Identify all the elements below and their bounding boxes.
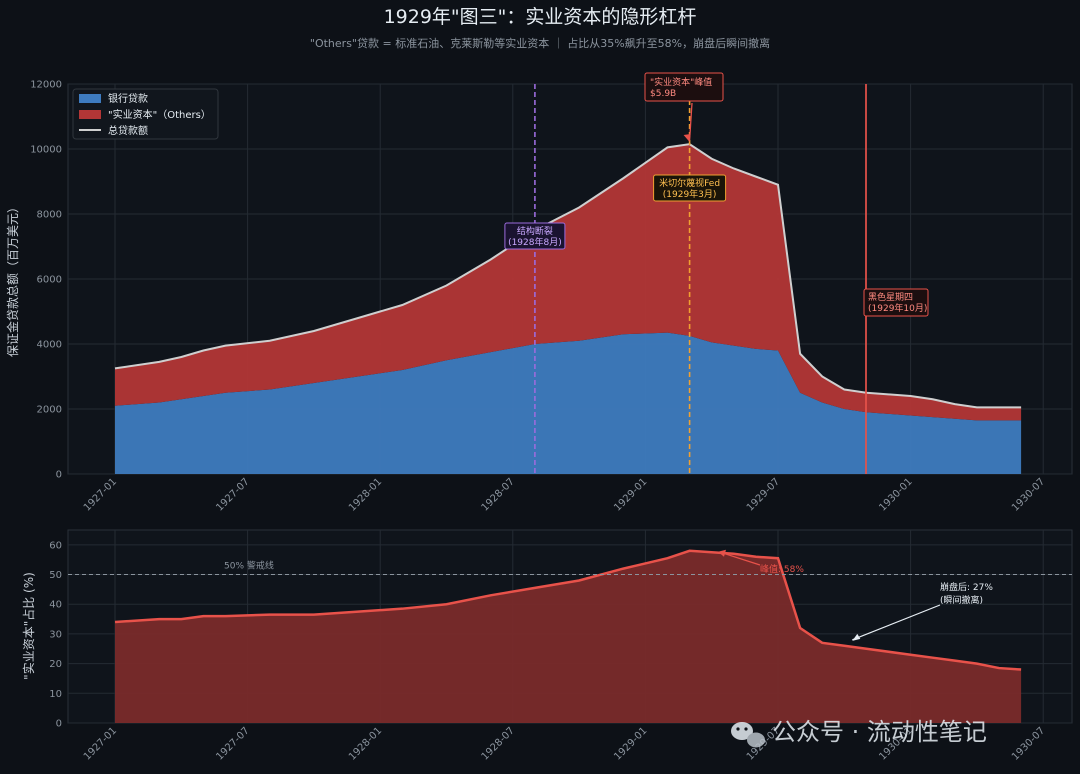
top-y-tick-label: 12000 — [30, 80, 62, 91]
top-x-tick-label: 1930-07 — [1010, 476, 1047, 513]
wechat-icon — [731, 722, 765, 748]
legend-label-total: 总贷款额 — [108, 124, 148, 137]
top-x-tick-label: 1930-01 — [877, 476, 914, 513]
peak-share-label: 峰值: 58% — [760, 563, 804, 575]
bank-loans-area — [115, 332, 1022, 474]
others-share-area — [115, 550, 1022, 723]
watermark: 公众号 · 流动性笔记 — [731, 718, 987, 748]
top-annotations: 结构断裂(1928年8月) 米切尔蔑视Fed(1929年3月) 黑色星期四(1929… — [504, 72, 929, 474]
bottom-y-tick-label: 10 — [49, 689, 62, 700]
top-y-tick-label: 2000 — [37, 405, 62, 416]
structure-break-box — [504, 222, 566, 250]
bottom-y-tick-label: 50 — [49, 570, 62, 581]
post-crash-label: 崩盘后: 27% — [940, 581, 993, 593]
top-x-tick-label: 1928-01 — [347, 476, 384, 513]
peak-callout-arrowhead — [683, 134, 691, 142]
total-loans-line — [114, 143, 1022, 409]
bottom-y-tick-label: 20 — [49, 659, 62, 670]
bottom-x-tick-label: 1928-01 — [347, 725, 384, 762]
bottom-y-axis-label: "实业资本"占比 (%) — [21, 572, 36, 680]
bottom-y-tick-label: 0 — [56, 719, 62, 730]
fed-defiance-box — [653, 174, 727, 202]
top-y-axis-label: 保证金贷款总额（百万美元） — [5, 201, 20, 357]
top-x-tick-label: 1929-01 — [612, 476, 649, 513]
bottom-annotations: 峰值: 58% 崩盘后: 27%(瞬间撤离) — [718, 549, 993, 641]
legend-swatch-bank — [79, 94, 101, 103]
bottom-x-tick-label: 1930-07 — [1010, 725, 1047, 762]
legend-box — [72, 88, 219, 140]
top-y-tick-label: 10000 — [30, 145, 62, 156]
black-thursday-label: 黑色星期四 — [868, 291, 913, 303]
peak-callout-value: $5.9B — [650, 89, 676, 99]
peak-callout-box — [644, 72, 724, 102]
post-crash-sublabel: (瞬间撤离) — [940, 594, 983, 606]
legend: 银行贷款 "实业资本"（Others） 总贷款额 — [72, 88, 219, 140]
peak-share-arrow — [721, 552, 761, 566]
structure-break-label: 结构断裂 — [517, 225, 553, 237]
warning-line-label: 50% 警戒线 — [224, 560, 274, 572]
top-x-tick-label: 1929-07 — [745, 476, 782, 513]
legend-label-bank: 银行贷款 — [108, 92, 148, 105]
bottom-x-tick-label: 1927-07 — [214, 725, 251, 762]
post-crash-arrow — [852, 604, 941, 641]
bottom-series: 50% 警戒线 — [68, 549, 1072, 723]
fed-defiance-label: 米切尔蔑视Fed — [659, 177, 720, 189]
chart-title: 1929年"图三"：实业资本的隐形杠杆 — [384, 6, 697, 28]
bottom-x-tick-label: 1929-01 — [612, 725, 649, 762]
watermark-text: 公众号 · 流动性笔记 — [772, 718, 987, 746]
structure-break-date: (1928年8月) — [508, 236, 562, 248]
bottom-y-tick-label: 30 — [49, 629, 62, 640]
peak-callout-label: "实业资本"峰值 — [650, 76, 712, 88]
bottom-y-tick-label: 60 — [49, 540, 62, 551]
top-y-tick-label: 4000 — [37, 340, 62, 351]
post-crash-arrowhead — [852, 633, 861, 641]
bottom-y-tick-label: 40 — [49, 600, 62, 611]
top-x-tick-label: 1928-07 — [480, 476, 517, 513]
black-thursday-box — [863, 288, 929, 317]
bottom-x-tick-label: 1928-07 — [480, 725, 517, 762]
top-y-tick-label: 6000 — [37, 275, 62, 286]
others-capital-area — [115, 144, 1022, 421]
top-x-tick-label: 1927-07 — [214, 476, 251, 513]
legend-swatch-others — [79, 110, 101, 119]
top-x-tick-label: 1927-01 — [82, 476, 119, 513]
top-y-tick-label: 8000 — [37, 210, 62, 221]
bottom-x-tick-label: 1927-01 — [82, 725, 119, 762]
legend-label-others: "实业资本"（Others） — [108, 108, 211, 121]
top-series — [114, 143, 1022, 474]
others-share-line — [114, 549, 1022, 671]
chart-subtitle: "Others"贷款 = 标准石油、克莱斯勒等实业资本 ｜ 占比从35%飙升至5… — [310, 36, 770, 50]
peak-share-arrowhead — [718, 549, 726, 557]
peak-callout-arrow — [688, 102, 693, 141]
fed-defiance-date: (1929年3月) — [663, 188, 717, 200]
black-thursday-date: (1929年10月) — [868, 302, 927, 314]
top-y-tick-label: 0 — [56, 470, 62, 481]
